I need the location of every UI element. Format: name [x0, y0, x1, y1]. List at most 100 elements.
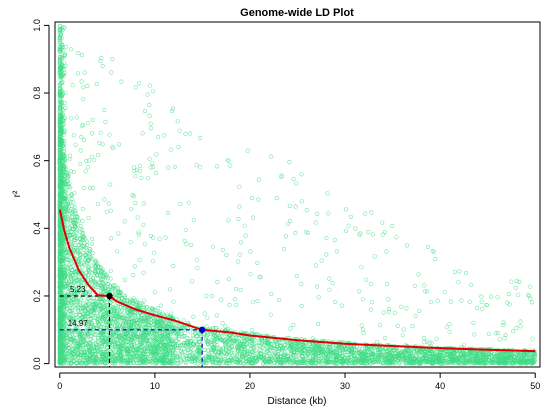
scatter-point: [90, 131, 95, 136]
scatter-point: [237, 252, 242, 257]
scatter-point: [171, 299, 176, 304]
scatter-point: [319, 258, 324, 263]
scatter-point: [78, 161, 83, 166]
scatter-point: [142, 298, 147, 303]
scatter-point: [67, 257, 72, 262]
scatter-point: [62, 25, 67, 30]
scatter-point: [150, 161, 155, 166]
scatter-point: [457, 269, 462, 274]
scatter-point: [268, 312, 273, 317]
scatter-point: [234, 302, 239, 308]
scatter-point: [176, 144, 181, 149]
scatter-point: [423, 289, 428, 294]
scatter-point: [75, 317, 80, 322]
scatter-point: [148, 121, 153, 126]
scatter-point: [384, 281, 390, 287]
scatter-point: [58, 149, 63, 154]
scatter-point: [69, 268, 74, 273]
scatter-point: [103, 119, 108, 124]
scatter-point: [99, 56, 104, 61]
scatter-point: [102, 107, 107, 112]
scatter-point: [109, 70, 114, 75]
scatter-point: [215, 164, 220, 169]
scatter-point: [131, 194, 136, 199]
scatter-point: [250, 300, 256, 305]
scatter-point: [237, 184, 242, 189]
scatter-point: [61, 108, 66, 113]
scatter-point: [505, 300, 510, 305]
scatter-point: [479, 294, 484, 299]
scatter-point: [239, 240, 244, 245]
scatter-point: [327, 287, 332, 292]
scatter-point: [135, 344, 140, 349]
scatter-point: [404, 243, 410, 248]
scatter-point: [361, 327, 366, 332]
scatter-point: [76, 218, 81, 223]
scatter-point: [226, 158, 231, 163]
scatter-point: [135, 337, 140, 343]
scatter-point: [236, 216, 241, 222]
scatter-point: [242, 223, 247, 228]
scatter-point: [108, 268, 113, 273]
scatter-point: [313, 263, 318, 268]
scatter-point: [80, 219, 85, 224]
scatter-point: [257, 347, 262, 352]
scatter-point: [514, 326, 519, 331]
scatter-point: [80, 288, 85, 293]
scatter-point: [299, 303, 304, 309]
scatter-point: [334, 249, 339, 254]
scatter-point: [179, 359, 184, 364]
scatter-point: [79, 79, 84, 84]
scatter-point: [95, 202, 100, 207]
scatter-point: [530, 336, 535, 341]
scatter-point: [463, 271, 469, 276]
scatter-point: [433, 256, 438, 262]
scatter-point: [133, 313, 138, 318]
scatter-point: [182, 238, 187, 243]
scatter-point: [181, 318, 186, 323]
scatter-point: [264, 349, 269, 355]
scatter-point: [67, 157, 73, 162]
scatter-point: [429, 340, 434, 345]
scatter-point: [80, 124, 85, 129]
scatter-point: [413, 313, 418, 318]
scatter-point: [213, 325, 218, 330]
scatter-point: [162, 133, 167, 138]
scatter-point: [278, 340, 283, 346]
scatter-point: [80, 122, 86, 128]
scatter-point: [148, 338, 153, 343]
scatter-point: [472, 332, 477, 337]
scatter-point: [255, 299, 260, 304]
scatter-point: [251, 342, 256, 347]
scatter-point: [194, 163, 199, 168]
scatter-point: [57, 23, 62, 28]
scatter-point: [326, 211, 331, 216]
scatter-point: [90, 241, 95, 246]
scatter-point: [133, 174, 138, 179]
scatter-point: [58, 55, 63, 60]
scatter-point: [57, 56, 62, 61]
scatter-point: [168, 287, 173, 292]
scatter-point: [102, 197, 107, 202]
scatter-point: [236, 259, 241, 264]
scatter-point: [368, 307, 373, 312]
scatter-point: [448, 299, 453, 304]
scatter-point: [315, 321, 321, 327]
scatter-point: [90, 185, 96, 191]
scatter-point: [63, 105, 68, 111]
scatter-point: [219, 351, 224, 357]
scatter-point: [345, 353, 350, 358]
scatter-point: [111, 313, 116, 319]
scatter-point: [191, 217, 196, 222]
scatter-point: [294, 274, 299, 279]
scatter-point: [166, 165, 171, 170]
scatter-point: [72, 205, 77, 210]
scatter-point: [83, 169, 88, 174]
scatter-point: [361, 330, 366, 336]
scatter-point: [374, 339, 379, 344]
scatter-point: [76, 306, 81, 311]
scatter-point: [165, 210, 171, 215]
scatter-point: [269, 154, 274, 159]
scatter-point: [146, 176, 151, 181]
